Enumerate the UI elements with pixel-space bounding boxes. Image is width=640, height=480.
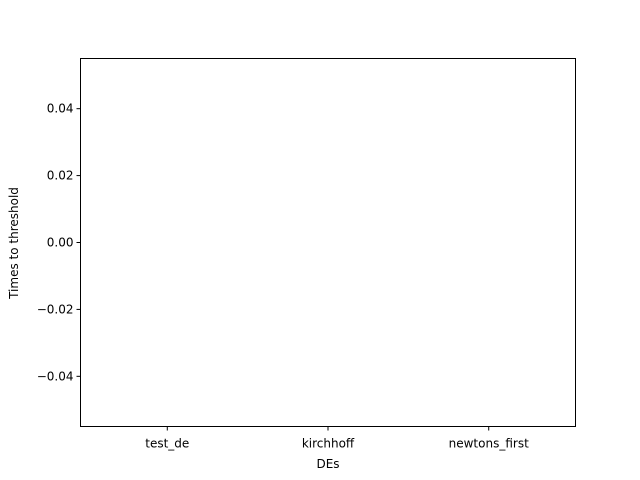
y-tick-label: −0.02	[37, 302, 74, 316]
y-tick-label: 0.00	[47, 236, 74, 250]
y-tick-label: 0.04	[47, 102, 74, 116]
x-axis-ticks: test_de kirchhoff newtons_first	[145, 426, 529, 451]
x-axis-label: DEs	[316, 457, 339, 471]
y-tick-label: 0.02	[47, 169, 74, 183]
y-axis-ticks: 0.04 0.02 0.00 −0.02 −0.04	[37, 102, 81, 383]
x-tick-label: test_de	[145, 437, 189, 451]
y-axis-label: Times to threshold	[7, 187, 21, 300]
x-tick-label: newtons_first	[449, 437, 529, 451]
x-tick-label: kirchhoff	[302, 437, 355, 451]
plot-frame	[80, 58, 576, 427]
y-tick-label: −0.04	[37, 369, 74, 383]
